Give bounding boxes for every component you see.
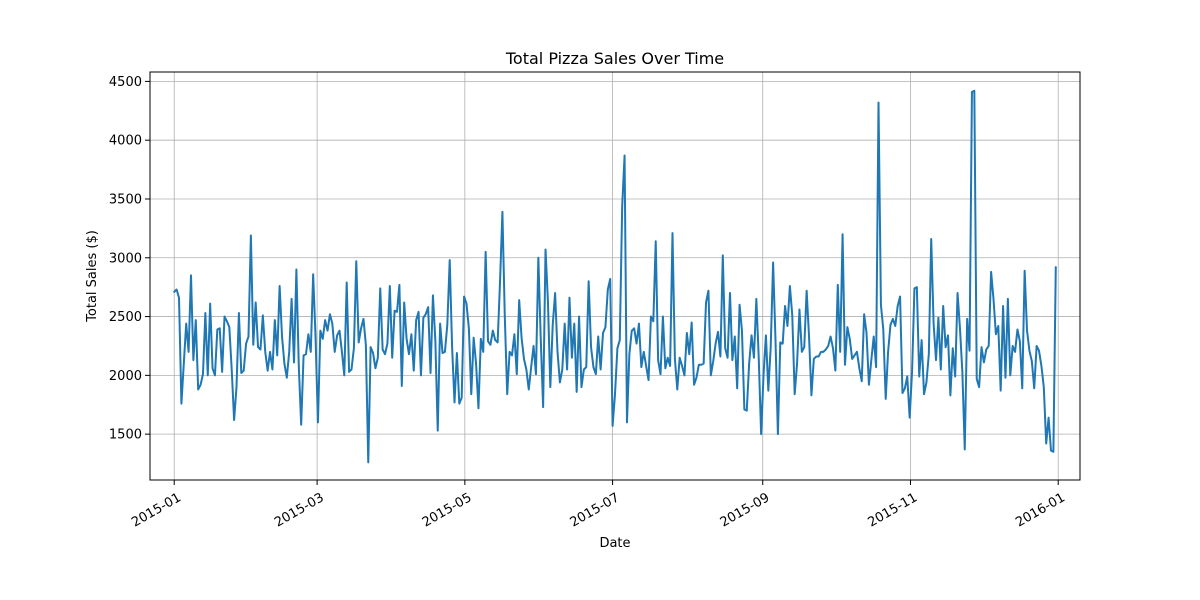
plot-frame (149, 71, 1081, 481)
series-line (173, 89, 1057, 464)
y-tick-label: 2500 (109, 310, 142, 325)
y-tick-label: 4500 (109, 75, 142, 90)
series-layer (173, 89, 1057, 464)
y-tick-label: 3500 (109, 192, 142, 207)
x-axis-title: Date (599, 536, 630, 551)
chart-title: Total Pizza Sales Over Time (505, 49, 724, 68)
y-tick-label: 3000 (109, 251, 142, 266)
y-tick-label: 1500 (109, 428, 142, 443)
y-tick-label: 2000 (109, 369, 142, 384)
y-axis: 1500 2000 2500 3000 3500 4000 4500 (109, 75, 150, 443)
y-axis-title: Total Sales ($) (85, 230, 100, 323)
y-tick-label: 4000 (109, 134, 142, 149)
